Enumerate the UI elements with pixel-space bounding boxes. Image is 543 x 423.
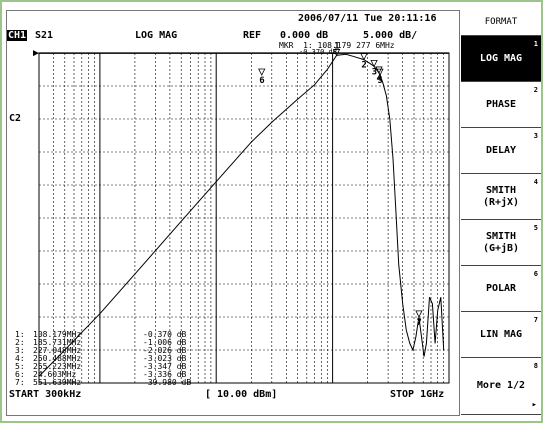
marker-frequency: 108.179MHz xyxy=(33,330,82,339)
more-number: 8 xyxy=(533,362,538,370)
parameter-label[interactable]: S21 xyxy=(35,30,54,41)
marker-frequency: 255.223MHz xyxy=(33,362,82,371)
marker-readout-value: -0.370 dB xyxy=(299,48,337,56)
polar-number: 6 xyxy=(533,270,538,278)
marker-readout: MKR 1: 108.179 277 6MHz xyxy=(279,41,395,50)
more-button[interactable]: More 1/2 8 ▸ xyxy=(461,357,541,415)
polar-button[interactable]: POLAR 6 xyxy=(461,265,541,311)
marker-frequency: 24.603MHz xyxy=(33,370,77,379)
marker-table-row: 7: 551.639MHz -39.980 dB xyxy=(15,379,255,387)
marker-7-label: 7 xyxy=(416,318,421,328)
delay-button[interactable]: DELAY 3 xyxy=(461,127,541,173)
stop-frequency[interactable]: STOP 1GHz xyxy=(390,389,445,400)
marker-number: 6: xyxy=(15,370,25,379)
marker-table-row: 2: 185.731MHz -1.006 dB xyxy=(15,339,255,347)
marker-table-row: 6: 24.603MHz -3.336 dB xyxy=(15,371,255,379)
scale-value: 5.000 dB/ xyxy=(363,30,418,41)
marker-4-label: 4 xyxy=(377,74,383,84)
marker-number: 1: xyxy=(15,330,25,339)
marker-number: 7: xyxy=(15,378,25,387)
s21-trace xyxy=(38,53,445,377)
marker-3-label: 3 xyxy=(372,67,377,77)
log-mag-number: 1 xyxy=(533,40,538,48)
marker-frequency: 551.639MHz xyxy=(33,378,82,387)
marker-number: 4: xyxy=(15,354,25,363)
marker-frequency: 185.731MHz xyxy=(33,338,82,347)
marker-1-icon xyxy=(332,49,341,57)
marker-value: -3.347 dB xyxy=(143,362,187,371)
marker-7-icon xyxy=(415,310,423,318)
marker-2-icon xyxy=(360,53,368,61)
delay-label: DELAY xyxy=(485,144,517,156)
more-arrow-icon: ▸ xyxy=(531,400,537,410)
reference-level-marker xyxy=(33,50,39,57)
marker-table-row: 5: 255.223MHz -3.347 dB xyxy=(15,363,255,371)
marker-value: -0.370 dB xyxy=(143,330,187,339)
more-label: More 1/2 xyxy=(476,380,526,391)
trace-label: C2 xyxy=(9,113,22,124)
marker-3-icon xyxy=(370,59,378,68)
smith-gb-button[interactable]: SMITH (G+jB) 5 xyxy=(461,219,541,265)
smith-gb-number: 5 xyxy=(533,224,538,232)
start-frequency[interactable]: START 300kHz xyxy=(9,389,82,400)
marker-table-row: 3: 227.048MHz -2.026 dB xyxy=(15,347,255,355)
log-mag-label: LOG MAG xyxy=(479,52,523,64)
lin-mag-button[interactable]: LIN MAG 7 xyxy=(461,311,541,357)
marker-value: -3.023 dB xyxy=(143,354,187,363)
marker-value: -3.336 dB xyxy=(143,370,187,379)
marker-number: 2: xyxy=(15,338,25,347)
marker-table-row: 4: 250.488MHz -3.023 dB xyxy=(15,355,255,363)
delay-number: 3 xyxy=(533,132,538,140)
marker-6-label: 6 xyxy=(259,76,264,86)
datetime: 2006/07/11 Tue 20:11:16 xyxy=(298,13,437,24)
smith-rx-label: SMITH (R+jX) xyxy=(482,184,520,208)
marker-5-icon xyxy=(376,68,384,76)
marker-value: -39.980 dB xyxy=(143,378,192,387)
marker-value: -2.026 dB xyxy=(143,346,187,355)
phase-number: 2 xyxy=(533,86,538,94)
lin-mag-label: LIN MAG xyxy=(479,328,523,340)
marker-frequency: 250.488MHz xyxy=(33,354,82,363)
marker-2-label: 2 xyxy=(361,61,366,71)
ref-label: REF xyxy=(243,30,262,41)
format-label: LOG MAG xyxy=(135,30,178,41)
phase-label: PHASE xyxy=(485,98,517,110)
marker-value: -1.006 dB xyxy=(143,338,187,347)
smith-rx-number: 4 xyxy=(533,178,538,186)
marker-number: 5: xyxy=(15,362,25,371)
phase-button[interactable]: PHASE 2 xyxy=(461,81,541,127)
menu-title: FORMAT xyxy=(484,17,518,27)
lin-mag-number: 7 xyxy=(533,316,538,324)
marker-frequency: 227.048MHz xyxy=(33,346,82,355)
marker-1-label: 1 xyxy=(334,41,339,51)
ref-value: 0.000 dB xyxy=(280,30,329,41)
log-mag-button[interactable]: LOG MAG 1 xyxy=(461,35,541,81)
smith-rx-button[interactable]: SMITH (R+jX) 4 xyxy=(461,173,541,219)
marker-table: 1: 108.179MHz -0.370 dB 2: 185.731MHz -1.006 … xyxy=(15,331,255,387)
source-power[interactable]: [ 10.00 dBm] xyxy=(205,389,278,400)
smith-gb-label: SMITH (G+jB) xyxy=(482,230,520,254)
polar-label: POLAR xyxy=(485,282,517,294)
marker-5-label: 5 xyxy=(378,76,383,86)
channel-badge[interactable]: CH1 xyxy=(7,30,28,41)
marker-table-row: 1: 108.179MHz -0.370 dB xyxy=(15,331,255,339)
softkey-menu: FORMAT LOG MAG 1 PHASE 2 DELAY 3 SMITH (R+j… xyxy=(461,10,541,415)
marker-number: 3: xyxy=(15,346,25,355)
graticule-grid xyxy=(38,53,449,383)
marker-6-icon xyxy=(258,68,266,76)
